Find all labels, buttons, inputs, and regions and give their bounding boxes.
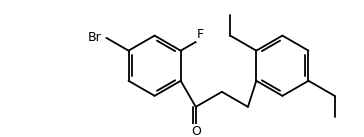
Text: F: F [197, 28, 204, 41]
Text: O: O [191, 125, 201, 137]
Text: Br: Br [88, 31, 102, 44]
